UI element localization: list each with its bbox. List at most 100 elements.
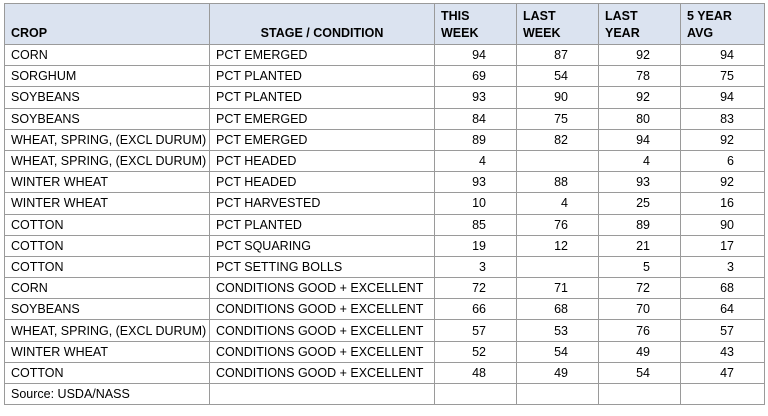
stage-cell: CONDITIONS GOOD + EXCELLENT [209, 277, 435, 300]
crop-cell: WINTER WHEAT [4, 340, 210, 363]
crop-cell: WHEAT, SPRING, (EXCL DURUM) [4, 149, 210, 173]
this-week-cell: 66 [434, 298, 517, 321]
source-row: Source: USDA/NASS [4, 383, 765, 405]
stage-cell: PCT SETTING BOLLS [209, 255, 435, 279]
this-week-cell: 19 [434, 234, 517, 257]
last-week-cell: 54 [516, 65, 599, 88]
this-week-cell: 48 [434, 361, 517, 385]
crop-cell: WINTER WHEAT [4, 192, 210, 215]
last-week-cell: 49 [516, 361, 599, 385]
five-year-avg-cell: 47 [680, 361, 765, 385]
empty-cell [516, 383, 599, 405]
stage-cell: PCT PLANTED [209, 65, 435, 88]
last-week-header: LAST WEEK [516, 3, 599, 45]
stage-cell: PCT HEADED [209, 149, 435, 173]
source-note: Source: USDA/NASS [4, 383, 210, 405]
five-year-avg-cell: 43 [680, 340, 765, 363]
last-year-cell: 76 [598, 319, 681, 342]
crop-cell: SOYBEANS [4, 107, 210, 130]
empty-cell [209, 383, 435, 405]
empty-cell [434, 383, 517, 405]
five-year-avg-cell: 83 [680, 107, 765, 130]
crop-progress-table: CROP STAGE / CONDITION THIS WEEK LAST WEEK… [4, 3, 765, 405]
crop-cell: COTTON [4, 255, 210, 279]
stage-cell: CONDITIONS GOOD + EXCELLENT [209, 319, 435, 342]
crop-cell: COTTON [4, 234, 210, 257]
crop-cell: COTTON [4, 361, 210, 385]
last-year-cell: 89 [598, 213, 681, 236]
this-week-cell: 10 [434, 192, 517, 215]
crop-cell: CORN [4, 43, 210, 67]
table-row: COTTON PCT SETTING BOLLS 3 5 3 [4, 255, 765, 279]
this-week-cell: 93 [434, 171, 517, 194]
header-line: LAST [605, 9, 638, 23]
this-week-cell: 85 [434, 213, 517, 236]
last-week-cell: 76 [516, 213, 599, 236]
last-year-cell: 92 [598, 43, 681, 67]
five-year-avg-cell: 17 [680, 234, 765, 257]
five-year-avg-cell: 64 [680, 298, 765, 321]
five-year-avg-cell: 92 [680, 171, 765, 194]
five-year-avg-cell: 75 [680, 65, 765, 88]
last-week-cell: 88 [516, 171, 599, 194]
table-row: COTTON PCT SQUARING 19 12 21 17 [4, 234, 765, 257]
last-year-cell: 92 [598, 86, 681, 109]
this-week-cell: 3 [434, 255, 517, 279]
stage-cell: PCT HEADED [209, 171, 435, 194]
crop-cell: COTTON [4, 213, 210, 236]
empty-cell [598, 383, 681, 405]
last-week-cell: 54 [516, 340, 599, 363]
header-line: AVG [687, 26, 714, 40]
crop-header: CROP [4, 3, 210, 45]
table-row: WHEAT, SPRING, (EXCL DURUM) PCT EMERGED 89… [4, 128, 765, 151]
last-year-cell: 70 [598, 298, 681, 321]
five-year-avg-cell: 57 [680, 319, 765, 342]
table-row: SOYBEANS PCT PLANTED 93 90 92 94 [4, 86, 765, 109]
last-week-cell: 82 [516, 128, 599, 151]
table-row: CORN CONDITIONS GOOD + EXCELLENT 72 71 72 68 [4, 277, 765, 300]
table-body: CORN PCT EMERGED 94 87 92 94 SORGHUM PCT PLANTE… [4, 43, 765, 385]
five-year-avg-cell: 92 [680, 128, 765, 151]
five-year-avg-cell: 16 [680, 192, 765, 215]
last-year-cell: 72 [598, 277, 681, 300]
table-row: SOYBEANS PCT EMERGED 84 75 80 83 [4, 107, 765, 130]
table-row: SOYBEANS CONDITIONS GOOD + EXCELLENT 66 68 7… [4, 298, 765, 321]
stage-cell: PCT HARVESTED [209, 192, 435, 215]
this-week-cell: 57 [434, 319, 517, 342]
last-year-cell: 25 [598, 192, 681, 215]
this-week-header: THIS WEEK [434, 3, 517, 45]
this-week-cell: 93 [434, 86, 517, 109]
last-week-cell [516, 149, 599, 173]
last-year-header: LAST YEAR [598, 3, 681, 45]
five-year-avg-cell: 94 [680, 43, 765, 67]
five-year-avg-header: 5 YEAR AVG [680, 3, 765, 45]
this-week-cell: 89 [434, 128, 517, 151]
stage-cell: CONDITIONS GOOD + EXCELLENT [209, 298, 435, 321]
last-week-cell: 87 [516, 43, 599, 67]
header-line: YEAR [605, 26, 640, 40]
table-row: COTTON PCT PLANTED 85 76 89 90 [4, 213, 765, 236]
last-year-cell: 5 [598, 255, 681, 279]
stage-cell: PCT EMERGED [209, 43, 435, 67]
five-year-avg-cell: 6 [680, 149, 765, 173]
last-year-cell: 49 [598, 340, 681, 363]
last-year-cell: 54 [598, 361, 681, 385]
empty-cell [680, 383, 765, 405]
last-year-cell: 93 [598, 171, 681, 194]
this-week-cell: 94 [434, 43, 517, 67]
table-row: WINTER WHEAT CONDITIONS GOOD + EXCELLENT 5… [4, 340, 765, 363]
this-week-cell: 69 [434, 65, 517, 88]
table-row: SORGHUM PCT PLANTED 69 54 78 75 [4, 65, 765, 88]
five-year-avg-cell: 94 [680, 86, 765, 109]
table-row: CORN PCT EMERGED 94 87 92 94 [4, 43, 765, 67]
stage-cell: PCT EMERGED [209, 107, 435, 130]
last-week-cell: 12 [516, 234, 599, 257]
crop-cell: WINTER WHEAT [4, 171, 210, 194]
stage-cell: PCT EMERGED [209, 128, 435, 151]
last-week-cell: 53 [516, 319, 599, 342]
crop-cell: SOYBEANS [4, 86, 210, 109]
last-week-cell: 68 [516, 298, 599, 321]
crop-cell: SORGHUM [4, 65, 210, 88]
last-week-cell [516, 255, 599, 279]
stage-cell: CONDITIONS GOOD + EXCELLENT [209, 361, 435, 385]
